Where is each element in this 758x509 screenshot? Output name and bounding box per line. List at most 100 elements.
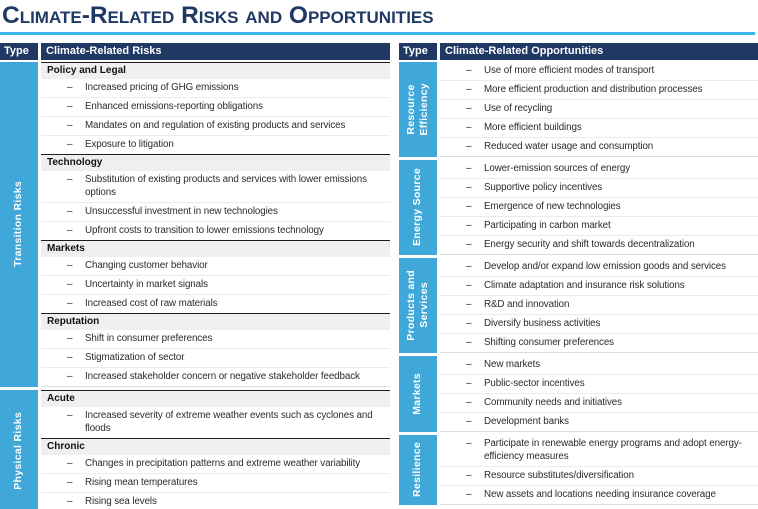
list-item: – Uncertainty in market signals	[41, 274, 390, 294]
list-item: – Development banks	[440, 411, 758, 431]
item-text: Supportive policy incentives	[484, 182, 603, 194]
item-text: Use of more efficient modes of transport	[484, 65, 655, 77]
type-cell-markets: Markets	[399, 355, 437, 432]
risks-type-column-header: Type	[0, 42, 38, 60]
group-content: – Lower-emission sources of energy – Suppor…	[440, 160, 758, 255]
item-text: More efficient production and distributi…	[484, 84, 703, 96]
opportunities-type-column-header: Type	[399, 42, 437, 60]
list-item: – Rising sea levels	[41, 491, 390, 509]
list-item: – Climate adaptation and insurance risk s…	[440, 275, 758, 295]
opportunity-group-markets: Markets – New markets – Public-sector incent…	[399, 355, 758, 432]
opportunity-group-products-and-services: Products and Services – Develop and/or exp…	[399, 257, 758, 353]
dash-bullet: –	[466, 397, 472, 409]
dash-bullet: –	[466, 470, 472, 482]
list-item: – Increased cost of raw materials	[41, 293, 390, 313]
list-item: – New assets and locations needing insura…	[440, 484, 758, 504]
dash-bullet: –	[67, 298, 73, 310]
list-item: – Reduced water usage and consumption	[440, 136, 758, 156]
section-header-policy-and-legal: Policy and Legal	[41, 61, 390, 79]
opportunities-table: Type Climate-Related Opportunities Resou…	[399, 42, 758, 505]
group-content: – Develop and/or expand low emission good…	[440, 258, 758, 353]
item-text: New markets	[484, 359, 541, 371]
opportunities-table-header-row: Type Climate-Related Opportunities	[399, 42, 758, 60]
list-item: – Exposure to litigation	[41, 134, 390, 154]
dash-bullet: –	[466, 489, 472, 501]
risks-table-body: Transition Risks Policy and Legal – Increas…	[0, 61, 390, 509]
risk-group-transition-risks: Transition Risks Policy and Legal – Increas…	[0, 61, 390, 387]
item-text: Community needs and initiatives	[484, 397, 622, 409]
dash-bullet: –	[67, 139, 73, 151]
group-content: Policy and Legal – Increased pricing of GH…	[41, 61, 390, 387]
dash-bullet: –	[466, 141, 472, 153]
item-text: Increased cost of raw materials	[85, 298, 218, 310]
section-markets: Markets – Changing customer behavior – Uncer…	[41, 239, 390, 313]
item-text: Increased stakeholder concern or negativ…	[85, 371, 360, 383]
list-item: – Increased stakeholder concern or negati…	[41, 366, 390, 386]
risks-table: Type Climate-Related Risks Transition Ri…	[0, 42, 390, 509]
opportunity-group-resource-efficiency: Resource Efficiency – Use of more efficien…	[399, 61, 758, 157]
list-item: – Changing customer behavior	[41, 257, 390, 275]
item-text: Development banks	[484, 416, 569, 428]
tables-container: Type Climate-Related Risks Transition Ri…	[0, 42, 758, 509]
list-item: – New markets	[440, 356, 758, 374]
dash-bullet: –	[67, 477, 73, 489]
list-item: – Participating in carbon market	[440, 215, 758, 235]
dash-bullet: –	[67, 120, 73, 132]
item-text: Public-sector incentives	[484, 378, 585, 390]
item-text: Enhanced emissions-reporting obligations	[85, 101, 263, 113]
type-cell-products-and-services: Products and Services	[399, 257, 437, 353]
type-cell-physical-risks: Physical Risks	[0, 389, 38, 509]
dash-bullet: –	[466, 239, 472, 251]
list-item: – Shift in consumer preferences	[41, 330, 390, 348]
dash-bullet: –	[67, 225, 73, 237]
item-text: Mandates on and regulation of existing p…	[85, 120, 346, 132]
group-content: – New markets – Public-sector incentives – Co…	[440, 356, 758, 432]
dash-bullet: –	[466, 318, 472, 330]
item-text: Climate adaptation and insurance risk so…	[484, 280, 685, 292]
list-item: – More efficient production and distribut…	[440, 79, 758, 99]
dash-bullet: –	[466, 359, 472, 371]
dash-bullet: –	[466, 103, 472, 115]
item-text: Use of recycling	[484, 103, 553, 115]
opportunities-table-body: Resource Efficiency – Use of more efficien…	[399, 61, 758, 505]
dash-bullet: –	[466, 299, 472, 311]
list-item: – Unsuccessful investment in new technolo…	[41, 201, 390, 221]
dash-bullet: –	[67, 101, 73, 113]
dash-bullet: –	[466, 220, 472, 232]
type-label-physical-risks: Physical Risks	[12, 411, 25, 490]
item-text: Substitution of existing products and se…	[85, 174, 367, 199]
list-item: – Participate in renewable energy program…	[440, 435, 758, 466]
dash-bullet: –	[466, 261, 472, 273]
group-content: – Participate in renewable energy program…	[440, 435, 758, 505]
section-policy-and-legal: Policy and Legal – Increased pricing of GH…	[41, 61, 390, 154]
dash-bullet: –	[466, 201, 472, 213]
item-text: R&D and innovation	[484, 299, 570, 311]
dash-bullet: –	[466, 416, 472, 428]
item-text: Increased pricing of GHG emissions	[85, 82, 239, 94]
list-item: – Shifting consumer preferences	[440, 332, 758, 352]
list-item: – Mandates on and regulation of existing …	[41, 115, 390, 135]
item-text: Lower-emission sources of energy	[484, 163, 630, 175]
item-text: Rising mean temperatures	[85, 477, 198, 489]
item-text: Rising sea levels	[85, 496, 157, 508]
type-label-products-and-services: Products and Services	[404, 269, 430, 341]
dash-bullet: –	[466, 84, 472, 96]
dash-bullet: –	[67, 496, 73, 508]
item-text: New assets and locations needing insuran…	[484, 489, 716, 501]
list-item: – R&D and innovation	[440, 294, 758, 314]
list-item: – Public-sector incentives	[440, 373, 758, 393]
list-item: – Energy security and shift towards decen…	[440, 234, 758, 254]
item-text: Shifting consumer preferences	[484, 337, 614, 349]
type-label-transition-risks: Transition Risks	[12, 181, 25, 268]
risks-column-header: Climate-Related Risks	[41, 42, 390, 60]
item-text: Upfront costs to transition to lower emi…	[85, 225, 324, 237]
item-text: Shift in consumer preferences	[85, 333, 213, 345]
list-item: – Substitution of existing products and s…	[41, 171, 390, 202]
dash-bullet: –	[466, 438, 472, 450]
item-text: Increased severity of extreme weather ev…	[85, 410, 373, 435]
dash-bullet: –	[67, 279, 73, 291]
dash-bullet: –	[67, 333, 73, 345]
item-text: Unsuccessful investment in new technolog…	[85, 206, 278, 218]
dash-bullet: –	[466, 65, 472, 77]
dash-bullet: –	[67, 206, 73, 218]
